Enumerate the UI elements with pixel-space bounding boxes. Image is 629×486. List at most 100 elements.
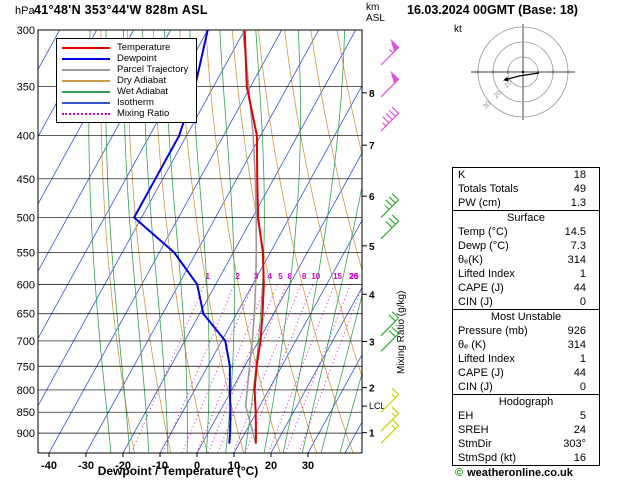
stat-label: CIN (J) xyxy=(458,296,493,308)
svg-text:6: 6 xyxy=(287,272,292,281)
stat-label: Pressure (mb) xyxy=(458,325,528,337)
svg-text:3: 3 xyxy=(369,338,375,349)
hodograph-unit-label: kt xyxy=(454,24,462,35)
stat-label: Temp (°C) xyxy=(458,226,508,238)
stat-row: Dewp (°C) 7.3 xyxy=(453,239,599,253)
table-section-top: K 18 Totals Totals 49 PW (cm) 1.3 xyxy=(453,168,599,210)
hodo-trace xyxy=(507,72,540,80)
svg-text:3: 3 xyxy=(254,272,259,281)
legend-swatch-wet-adiabat xyxy=(62,90,110,93)
svg-text:850: 850 xyxy=(17,407,35,419)
svg-text:4: 4 xyxy=(267,272,272,281)
section-header: Hodograph xyxy=(498,396,554,408)
temperature-line xyxy=(243,30,265,444)
stat-row: Lifted Index 1 xyxy=(453,352,599,366)
legend-label: Temperature xyxy=(117,42,171,53)
asl-label: ASL xyxy=(366,13,385,24)
legend-swatch-isotherm xyxy=(62,101,110,104)
legend-item: Temperature xyxy=(62,42,188,53)
svg-text:400: 400 xyxy=(17,131,35,143)
stat-row: CIN (J) 0 xyxy=(453,380,599,394)
stat-label: PW (cm) xyxy=(458,197,501,209)
table-section-most-unstable: Most Unstable Pressure (mb) 926 θₑ (K) 314 Li… xyxy=(453,309,599,394)
stat-row: StmSpd (kt) 16 xyxy=(453,451,599,465)
indices-table: K 18 Totals Totals 49 PW (cm) 1.3 Surface Temp … xyxy=(452,167,600,466)
svg-text:500: 500 xyxy=(17,212,35,224)
svg-text:-30: -30 xyxy=(78,460,94,472)
legend-label: Dewpoint xyxy=(117,53,157,64)
svg-text:350: 350 xyxy=(17,82,35,94)
svg-text:700: 700 xyxy=(17,336,35,348)
legend-label: Parcel Trajectory xyxy=(117,64,189,75)
hodo-origin-dot xyxy=(522,71,524,73)
stat-label: θₑ(K) xyxy=(458,254,483,266)
legend-item: Wet Adiabat xyxy=(62,86,188,97)
parcel-trajectory-line xyxy=(242,30,258,444)
stat-row: CAPE (J) 44 xyxy=(453,366,599,380)
stat-row: CIN (J) 0 xyxy=(453,295,599,309)
svg-text:650: 650 xyxy=(17,309,35,321)
stat-value: 0 xyxy=(579,296,586,308)
svg-text:2: 2 xyxy=(235,272,240,281)
svg-text:2: 2 xyxy=(369,384,375,395)
svg-text:450: 450 xyxy=(17,174,35,186)
legend-label: Dry Adiabat xyxy=(117,75,167,86)
svg-text:550: 550 xyxy=(17,247,35,259)
background-lines xyxy=(38,30,362,453)
svg-text:4: 4 xyxy=(369,290,375,301)
skewt-chart-svg: 300350400450500550600650700750800850900-… xyxy=(17,25,400,472)
stat-value: 314 xyxy=(567,339,586,351)
copyright-symbol: © xyxy=(455,467,464,479)
stat-label: SREH xyxy=(458,424,489,436)
stat-row: EH 5 xyxy=(453,409,599,423)
wind-barbs xyxy=(380,38,400,444)
stat-row: PW (cm) 1.3 xyxy=(453,196,599,210)
stat-value: 7.3 xyxy=(570,240,586,252)
svg-text:20: 20 xyxy=(349,272,358,281)
section-header: Surface xyxy=(507,212,545,224)
km-label: km xyxy=(366,2,380,13)
legend-swatch-dry-adiabat xyxy=(62,79,110,82)
chart-legend: Temperature Dewpoint Parcel Trajectory Dry … xyxy=(56,38,198,123)
table-section-surface: Surface Temp (°C) 14.5 Dewp (°C) 7.3 θₑ(K) 314… xyxy=(453,210,599,309)
stat-row: Pressure (mb) 926 xyxy=(453,324,599,338)
stat-value: 314 xyxy=(567,254,586,266)
pressure-grid: 300 350 400 450 500 550 600 650 700 750 800 850 900 xyxy=(17,25,362,440)
stat-value: 44 xyxy=(573,367,586,379)
copyright-text: weatheronline.co.uk xyxy=(467,467,573,479)
svg-text:600: 600 xyxy=(17,279,35,291)
pressure-unit-label: hPa xyxy=(15,5,35,17)
stat-row: Lifted Index 1 xyxy=(453,267,599,281)
legend-item: Mixing Ratio xyxy=(62,108,188,119)
legend-label: Mixing Ratio xyxy=(117,108,170,119)
plot-border xyxy=(37,29,363,454)
svg-text:15: 15 xyxy=(333,272,342,281)
stat-value: 16 xyxy=(573,452,586,464)
legend-swatch-parcel-trajectory xyxy=(62,68,110,71)
svg-text:30: 30 xyxy=(302,460,314,472)
stat-value: 1.3 xyxy=(570,197,586,209)
svg-text:8: 8 xyxy=(369,89,375,100)
svg-text:750: 750 xyxy=(17,361,35,373)
stat-value: 303° xyxy=(563,438,586,450)
stat-value: 0 xyxy=(579,381,586,393)
stat-label: CAPE (J) xyxy=(458,367,504,379)
legend-label: Wet Adiabat xyxy=(117,86,169,97)
hodo-arrowhead xyxy=(503,76,509,82)
svg-text:5: 5 xyxy=(278,272,283,281)
svg-text:-10: -10 xyxy=(152,460,168,472)
svg-text:10: 10 xyxy=(311,272,320,281)
km-axis: 1 2 3 4 5 6 7 8 LCL xyxy=(362,89,386,440)
stat-row: StmDir 303° xyxy=(453,437,599,451)
legend-item: Parcel Trajectory xyxy=(62,64,188,75)
stat-label: Lifted Index xyxy=(458,353,515,365)
svg-text:30: 30 xyxy=(482,100,493,111)
table-section-hodograph: Hodograph EH 5 SREH 24 StmDir 303° StmSpd (kt) 1… xyxy=(453,394,599,465)
stat-value: 926 xyxy=(567,325,586,337)
stat-row: CAPE (J) 44 xyxy=(453,281,599,295)
stat-label: Lifted Index xyxy=(458,268,515,280)
stat-value: 5 xyxy=(579,410,586,422)
svg-text:5: 5 xyxy=(369,242,375,253)
stat-value: 1 xyxy=(579,353,586,365)
